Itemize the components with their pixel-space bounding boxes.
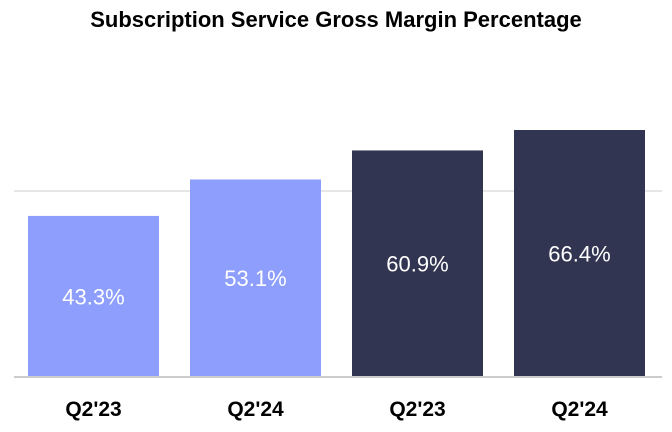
chart-title: Subscription Service Gross Margin Percen… [90, 7, 582, 32]
x-tick-label-2: Q2'24 [227, 398, 284, 421]
bar-2 [190, 179, 321, 377]
x-tick-label-3: Q2'23 [389, 398, 445, 421]
bar-1 [28, 215, 159, 377]
bar-value-label-2: 53.1% [224, 266, 286, 291]
x-tick-label-1: Q2'23 [65, 398, 121, 421]
bar-3 [352, 150, 483, 377]
bar-value-label-3: 60.9% [386, 252, 448, 277]
bar-value-label-4: 66.4% [548, 241, 610, 266]
bar-value-label-1: 43.3% [62, 284, 124, 309]
bar-4 [514, 129, 645, 377]
x-tick-label-4: Q2'24 [551, 398, 608, 421]
